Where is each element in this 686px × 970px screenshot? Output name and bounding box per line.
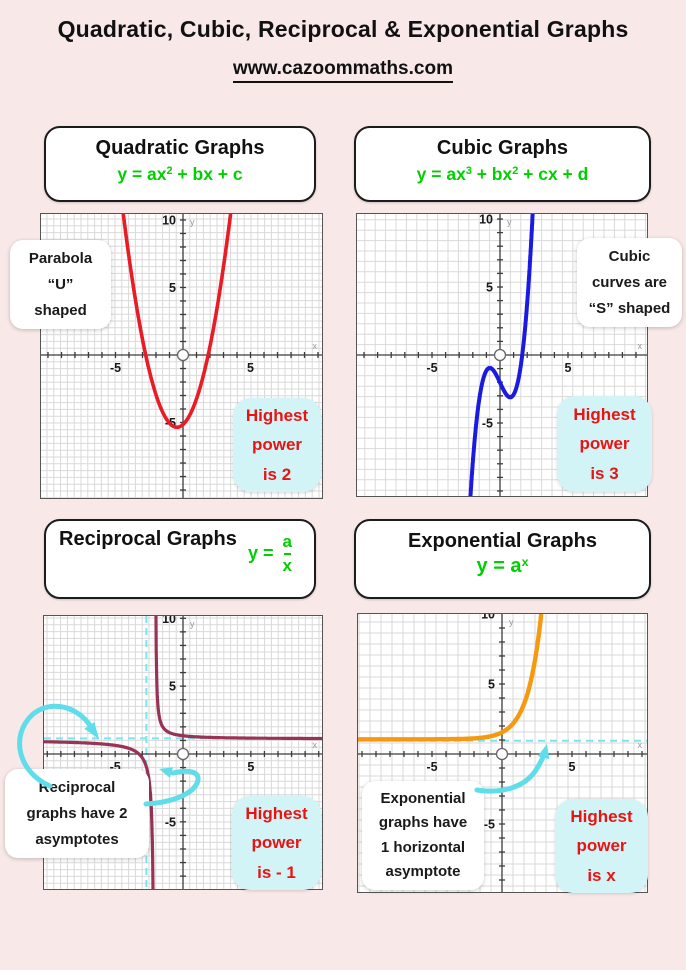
svg-text:x: x — [638, 341, 643, 351]
note-line: Reciprocal — [38, 779, 116, 796]
svg-text:5: 5 — [488, 678, 495, 692]
highlight-line: is 2 — [262, 464, 292, 484]
note-line: Exponential — [380, 790, 466, 807]
note-line: Cubic — [608, 248, 651, 265]
svg-text:5: 5 — [247, 760, 254, 774]
svg-text:10: 10 — [479, 214, 493, 227]
cubic-heading: Cubic Graphs — [436, 137, 569, 159]
svg-text:-5: -5 — [426, 760, 437, 774]
origin-circle — [176, 747, 190, 761]
cubic-highest-power-badge: Highest power is 3 — [557, 396, 652, 492]
note-line: curves are — [591, 273, 668, 291]
tick-labels: -5 5 10 5 -5 y x — [426, 614, 642, 832]
highlight-line: Highest — [245, 406, 309, 426]
highlight-line: power — [579, 434, 630, 454]
svg-text:-5: -5 — [426, 361, 437, 375]
svg-text:5: 5 — [486, 281, 493, 295]
reciprocal-highest-power-badge: Highest power is - 1 — [232, 796, 321, 890]
svg-text:10: 10 — [162, 214, 176, 228]
cubic-curve — [468, 214, 535, 496]
quadratic-highest-power-badge: Highest power is 2 — [233, 398, 321, 492]
note-line: asymptotes — [35, 830, 119, 848]
reciprocal-upper-branch — [154, 616, 322, 741]
svg-text:5: 5 — [247, 361, 254, 375]
svg-text:x: x — [313, 341, 318, 351]
cubic-formula: y = ax3 + bx2 + cx + d — [416, 164, 589, 184]
tick-labels: -5 5 10 5 -5 y x — [110, 616, 318, 829]
svg-text:-5: -5 — [482, 417, 493, 431]
svg-text:y: y — [509, 617, 514, 627]
reciprocal-heading: Reciprocal Graphs — [59, 528, 237, 550]
svg-text:10: 10 — [481, 614, 495, 622]
highlight-line: Highest — [573, 405, 636, 425]
highlight-line: Highest — [570, 807, 633, 827]
svg-text:y: y — [507, 217, 512, 227]
svg-text:y: y — [190, 217, 195, 227]
quadratic-heading: Quadratic Graphs — [95, 137, 265, 159]
exponential-formula: y = ax — [476, 555, 529, 577]
highlight-line: power — [251, 833, 302, 853]
origin-circle — [495, 747, 509, 761]
quadratic-formula: y = ax2 + bx + c — [117, 164, 243, 184]
page-title: Quadratic, Cubic, Reciprocal & Exponenti… — [57, 16, 629, 42]
parabola-curve — [121, 214, 233, 429]
svg-text:y: y — [190, 619, 195, 629]
svg-text:-5: -5 — [484, 818, 495, 832]
svg-text:x: x — [638, 740, 643, 750]
svg-text:5: 5 — [565, 361, 572, 375]
quadratic-header-card: Quadratic Graphs y = ax2 + bx + c — [44, 126, 316, 202]
reciprocal-note: Reciprocal graphs have 2 asymptotes — [5, 769, 149, 859]
svg-text:5: 5 — [169, 680, 176, 694]
svg-text:x: x — [313, 740, 318, 750]
svg-text:5: 5 — [569, 760, 576, 774]
note-line: graphs have 2 — [26, 804, 128, 822]
highlight-line: power — [576, 836, 627, 856]
note-line: “U” — [47, 275, 74, 293]
svg-text:-5: -5 — [165, 815, 176, 829]
exponential-highest-power-badge: Highest power is x — [555, 799, 648, 893]
highlight-line: is x — [587, 865, 616, 885]
tick-labels: -5 5 10 5 -5 y x — [426, 214, 642, 431]
note-line: graphs have — [378, 814, 468, 832]
note-line: Parabola — [28, 250, 93, 267]
cubic-note: Cubic curves are “S” shaped — [577, 238, 682, 328]
exponential-header-card: Exponential Graphs y = ax — [354, 519, 651, 599]
origin-circle — [176, 348, 190, 362]
note-line: “S” shaped — [588, 299, 671, 317]
cubic-header-card: Cubic Graphs y = ax3 + bx2 + cx + d — [354, 126, 651, 202]
website-url: www.cazoommaths.com — [233, 58, 453, 83]
svg-text:-5: -5 — [110, 760, 121, 774]
exponential-curve — [358, 614, 544, 742]
exponential-note: Exponential graphs have 1 horizontal asy… — [362, 781, 484, 891]
quadratic-note: Parabola “U” shaped — [10, 240, 111, 330]
svg-text:5: 5 — [169, 281, 176, 295]
svg-text:-5: -5 — [110, 361, 121, 375]
origin-circle — [493, 348, 507, 362]
highlight-line: Highest — [245, 804, 308, 824]
subtitle-wrap: www.cazoommaths.com — [0, 58, 686, 83]
note-line: asymptote — [385, 862, 461, 880]
note-line: 1 horizontal — [380, 838, 466, 856]
highlight-line: is - 1 — [257, 862, 296, 882]
exponential-heading: Exponential Graphs — [408, 530, 597, 552]
note-line: shaped — [34, 301, 87, 319]
highlight-line: power — [251, 435, 303, 455]
svg-text:10: 10 — [162, 616, 176, 626]
highlight-line: is 3 — [590, 463, 619, 483]
